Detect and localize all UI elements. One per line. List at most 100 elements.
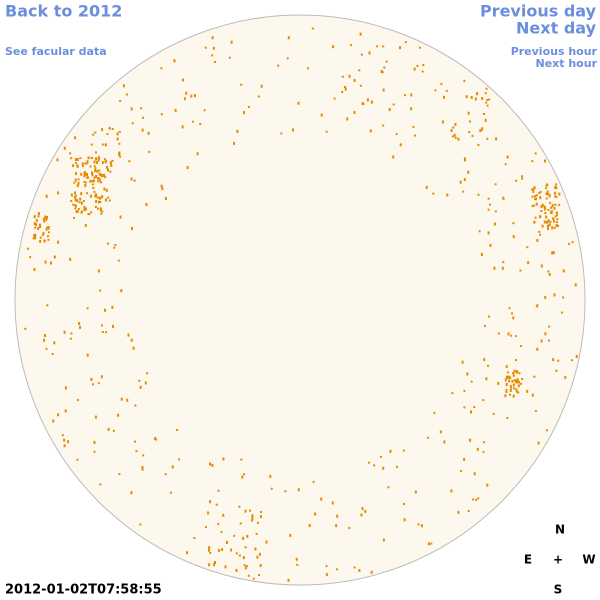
facula <box>502 197 505 200</box>
facula <box>99 483 102 486</box>
facula <box>95 175 98 178</box>
facula <box>104 198 107 202</box>
back-link[interactable]: Back to 2012 <box>5 2 122 21</box>
facula <box>432 192 435 195</box>
facula <box>568 242 570 245</box>
facula <box>101 331 104 333</box>
facula <box>481 97 484 100</box>
facula <box>370 570 373 574</box>
facula <box>512 372 515 374</box>
facula <box>494 183 497 186</box>
facula <box>531 205 534 208</box>
facula <box>34 233 37 236</box>
facula <box>481 127 484 131</box>
facula <box>239 522 242 525</box>
facula <box>366 98 369 102</box>
facula <box>534 152 537 155</box>
facula <box>402 449 405 452</box>
facula <box>74 204 77 207</box>
timestamp: 2012-01-02T07:58:55 <box>5 583 162 598</box>
facula <box>539 233 541 236</box>
facula <box>392 103 395 106</box>
facula <box>548 325 551 328</box>
facula <box>531 188 534 191</box>
facula <box>74 158 77 161</box>
next-hour-link[interactable]: Next hour <box>536 57 598 70</box>
facula <box>353 111 356 114</box>
facula <box>209 462 211 466</box>
facula <box>507 332 510 336</box>
facula <box>511 312 513 315</box>
facula <box>548 273 551 276</box>
facula <box>76 158 79 161</box>
facula <box>270 487 273 490</box>
facula <box>470 410 472 414</box>
facula <box>160 113 163 116</box>
facula <box>361 507 364 510</box>
facula <box>38 224 41 227</box>
facula <box>463 406 466 409</box>
facula <box>57 413 60 417</box>
facula <box>209 551 212 554</box>
facula <box>43 338 45 342</box>
facula <box>130 177 133 181</box>
facula <box>260 84 263 88</box>
facula <box>141 467 144 471</box>
facula <box>454 122 457 126</box>
facula <box>540 264 543 268</box>
facula <box>91 173 94 177</box>
previous-hour-link[interactable]: Previous hour <box>511 45 598 58</box>
facula <box>212 46 215 50</box>
facula <box>513 387 516 390</box>
previous-day-link[interactable]: Previous day <box>480 2 597 21</box>
facula <box>535 202 538 206</box>
facula <box>265 540 268 544</box>
facula <box>83 171 86 175</box>
facula <box>246 565 249 568</box>
facula <box>558 192 561 196</box>
facula <box>181 78 184 82</box>
facula <box>236 129 239 133</box>
facula <box>360 513 363 517</box>
facula <box>553 226 556 229</box>
facula <box>67 440 70 444</box>
facula <box>63 146 66 150</box>
facula <box>287 36 290 40</box>
facula <box>382 538 385 542</box>
facula <box>100 212 103 215</box>
facula <box>382 45 385 48</box>
facula <box>130 491 133 495</box>
facula <box>382 466 385 470</box>
facula <box>410 107 413 111</box>
facula <box>33 215 36 219</box>
facula <box>95 151 97 154</box>
facula <box>482 399 485 402</box>
facula <box>135 450 138 453</box>
facula <box>286 57 289 60</box>
facula <box>427 542 430 546</box>
facula <box>382 88 385 92</box>
facula <box>112 324 114 328</box>
facular-link[interactable]: See facular data <box>5 45 107 58</box>
facula <box>427 436 430 439</box>
facula <box>404 94 406 97</box>
facula <box>246 534 249 538</box>
facula <box>472 498 475 501</box>
facula <box>461 360 464 364</box>
facula <box>76 399 79 401</box>
facula <box>555 369 558 372</box>
facula <box>368 51 371 55</box>
next-day-link[interactable]: Next day <box>516 19 597 38</box>
facula <box>94 167 97 170</box>
facula <box>534 197 536 200</box>
facula <box>533 220 536 224</box>
facula <box>504 378 507 382</box>
facula <box>73 181 76 184</box>
facula <box>39 226 41 228</box>
facula <box>477 144 480 146</box>
facula <box>505 375 508 379</box>
facula <box>541 203 544 206</box>
facula <box>98 197 101 200</box>
facula <box>89 194 92 198</box>
facula <box>90 211 93 214</box>
